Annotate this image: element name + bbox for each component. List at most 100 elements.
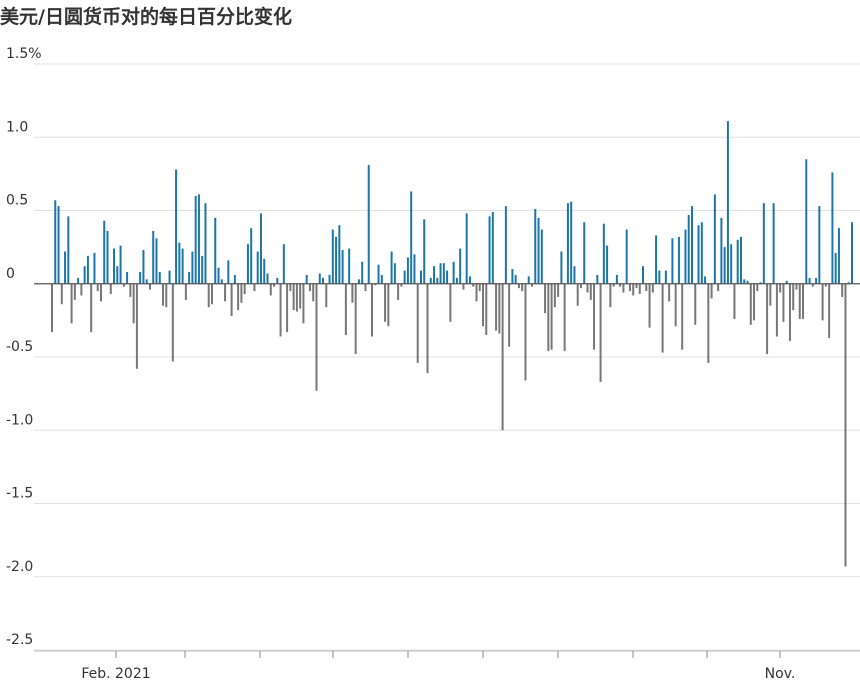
bar bbox=[387, 283, 390, 327]
bar bbox=[322, 277, 325, 284]
bar bbox=[655, 235, 658, 284]
bar bbox=[299, 283, 302, 309]
bar bbox=[720, 217, 723, 284]
bar bbox=[220, 279, 223, 284]
bar bbox=[374, 283, 377, 286]
bar bbox=[452, 261, 455, 284]
bar bbox=[540, 229, 543, 284]
bar bbox=[403, 270, 406, 284]
bar bbox=[615, 274, 618, 284]
bar bbox=[648, 283, 651, 328]
bar bbox=[279, 283, 282, 337]
bar bbox=[393, 263, 396, 284]
bar bbox=[64, 251, 67, 284]
bars bbox=[51, 121, 853, 567]
bar bbox=[416, 283, 419, 363]
bar bbox=[534, 209, 537, 284]
bar bbox=[357, 279, 360, 284]
bar bbox=[142, 250, 145, 284]
bar bbox=[86, 255, 89, 284]
bar bbox=[295, 283, 298, 312]
bar bbox=[429, 277, 432, 284]
bar bbox=[478, 283, 481, 292]
bar bbox=[406, 257, 409, 284]
bar bbox=[726, 121, 729, 284]
bar bbox=[769, 283, 772, 306]
bar bbox=[273, 283, 276, 287]
bar bbox=[782, 283, 785, 322]
bar bbox=[338, 225, 341, 284]
bar bbox=[148, 283, 151, 290]
bar bbox=[792, 283, 795, 311]
bar bbox=[795, 283, 798, 290]
bar bbox=[635, 283, 638, 289]
bar bbox=[73, 283, 76, 300]
bar bbox=[70, 283, 73, 324]
bar bbox=[661, 283, 664, 353]
bar bbox=[286, 283, 289, 333]
bar bbox=[449, 283, 452, 322]
bar bbox=[442, 263, 445, 284]
bar bbox=[788, 283, 791, 341]
bar bbox=[145, 279, 148, 284]
bar bbox=[77, 277, 80, 284]
bar bbox=[315, 283, 318, 391]
bar bbox=[645, 283, 648, 292]
bar bbox=[122, 283, 125, 287]
bar bbox=[583, 222, 586, 284]
bar bbox=[178, 242, 181, 284]
bar bbox=[514, 274, 517, 284]
bar bbox=[527, 276, 530, 284]
bar bbox=[511, 269, 514, 284]
bar bbox=[749, 283, 752, 325]
bar bbox=[217, 267, 220, 284]
bar bbox=[560, 251, 563, 284]
bar bbox=[253, 283, 256, 292]
bar bbox=[622, 283, 625, 293]
bar bbox=[335, 236, 338, 284]
gridlines bbox=[34, 63, 860, 651]
bar bbox=[224, 283, 227, 302]
y-tick-label: -0.5 bbox=[6, 339, 33, 355]
bar bbox=[282, 244, 285, 284]
bar bbox=[573, 266, 576, 284]
bar bbox=[818, 206, 821, 284]
bar bbox=[762, 203, 765, 284]
bar bbox=[400, 283, 403, 287]
bar bbox=[348, 248, 351, 284]
bar bbox=[433, 266, 436, 284]
bar bbox=[93, 252, 96, 284]
bar bbox=[779, 283, 782, 293]
bar bbox=[57, 206, 60, 284]
bar bbox=[250, 228, 253, 284]
bar bbox=[230, 283, 233, 316]
bar bbox=[371, 283, 373, 337]
bar bbox=[544, 283, 547, 314]
bar bbox=[109, 283, 112, 294]
bar bbox=[785, 280, 788, 284]
bar bbox=[691, 206, 693, 284]
bar bbox=[501, 283, 504, 431]
bar bbox=[455, 277, 458, 284]
bar bbox=[687, 214, 690, 284]
bar bbox=[772, 203, 775, 284]
bar bbox=[717, 283, 720, 292]
bar bbox=[642, 266, 645, 284]
bar bbox=[746, 280, 749, 284]
bar bbox=[243, 283, 246, 294]
bar bbox=[468, 276, 471, 284]
bar bbox=[579, 283, 582, 289]
bar bbox=[54, 200, 57, 284]
bar bbox=[197, 194, 200, 284]
bar bbox=[67, 216, 70, 284]
bar bbox=[214, 217, 217, 284]
bar bbox=[325, 283, 328, 308]
bar bbox=[498, 283, 501, 334]
bar bbox=[328, 274, 331, 284]
bar bbox=[619, 283, 622, 287]
bar bbox=[602, 223, 605, 284]
bar bbox=[119, 245, 122, 284]
bar bbox=[596, 274, 599, 284]
bar bbox=[384, 283, 387, 322]
y-tick-label: 0.5 bbox=[6, 193, 28, 209]
